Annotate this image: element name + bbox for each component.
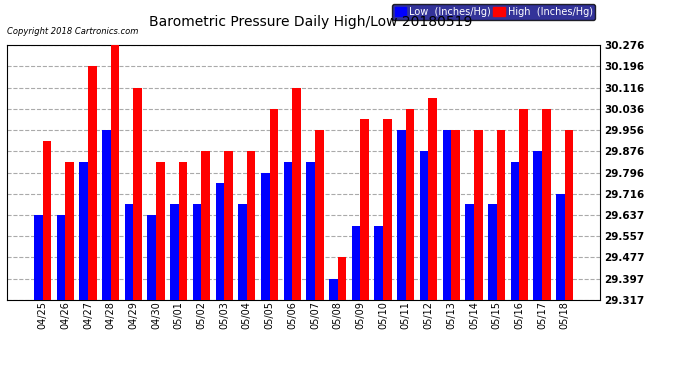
Bar	[337, 258, 346, 300]
Bar	[133, 87, 142, 300]
Bar	[375, 225, 383, 300]
Bar	[170, 204, 179, 300]
Bar	[293, 87, 301, 300]
Bar	[224, 152, 233, 300]
Bar	[451, 130, 460, 300]
Bar	[360, 120, 369, 300]
Bar	[193, 204, 201, 300]
Bar	[556, 194, 564, 300]
Bar	[125, 204, 133, 300]
Bar	[511, 162, 520, 300]
Bar	[329, 279, 337, 300]
Bar	[79, 162, 88, 300]
Bar	[270, 109, 278, 300]
Bar	[102, 130, 110, 300]
Bar	[306, 162, 315, 300]
Bar	[179, 162, 188, 300]
Bar	[148, 215, 156, 300]
Bar	[474, 130, 482, 300]
Text: Barometric Pressure Daily High/Low 20180519: Barometric Pressure Daily High/Low 20180…	[149, 15, 472, 29]
Bar	[397, 130, 406, 300]
Bar	[520, 109, 528, 300]
Bar	[247, 152, 255, 300]
Bar	[215, 183, 224, 300]
Bar	[284, 162, 293, 300]
Bar	[420, 151, 428, 300]
Bar	[542, 109, 551, 300]
Bar	[261, 172, 270, 300]
Bar	[110, 45, 119, 300]
Bar	[238, 204, 247, 300]
Legend: Low  (Inches/Hg), High  (Inches/Hg): Low (Inches/Hg), High (Inches/Hg)	[392, 4, 595, 20]
Bar	[65, 162, 74, 300]
Bar	[488, 204, 497, 300]
Bar	[57, 215, 65, 300]
Bar	[201, 152, 210, 300]
Bar	[442, 130, 451, 300]
Bar	[43, 141, 51, 300]
Bar	[428, 98, 437, 300]
Bar	[564, 130, 573, 300]
Bar	[465, 204, 474, 300]
Bar	[352, 225, 360, 300]
Bar	[497, 130, 505, 300]
Bar	[34, 215, 43, 300]
Bar	[383, 120, 392, 300]
Bar	[88, 66, 97, 300]
Bar	[406, 109, 415, 300]
Bar	[156, 162, 165, 300]
Bar	[315, 130, 324, 300]
Bar	[533, 151, 542, 300]
Text: Copyright 2018 Cartronics.com: Copyright 2018 Cartronics.com	[7, 27, 138, 36]
